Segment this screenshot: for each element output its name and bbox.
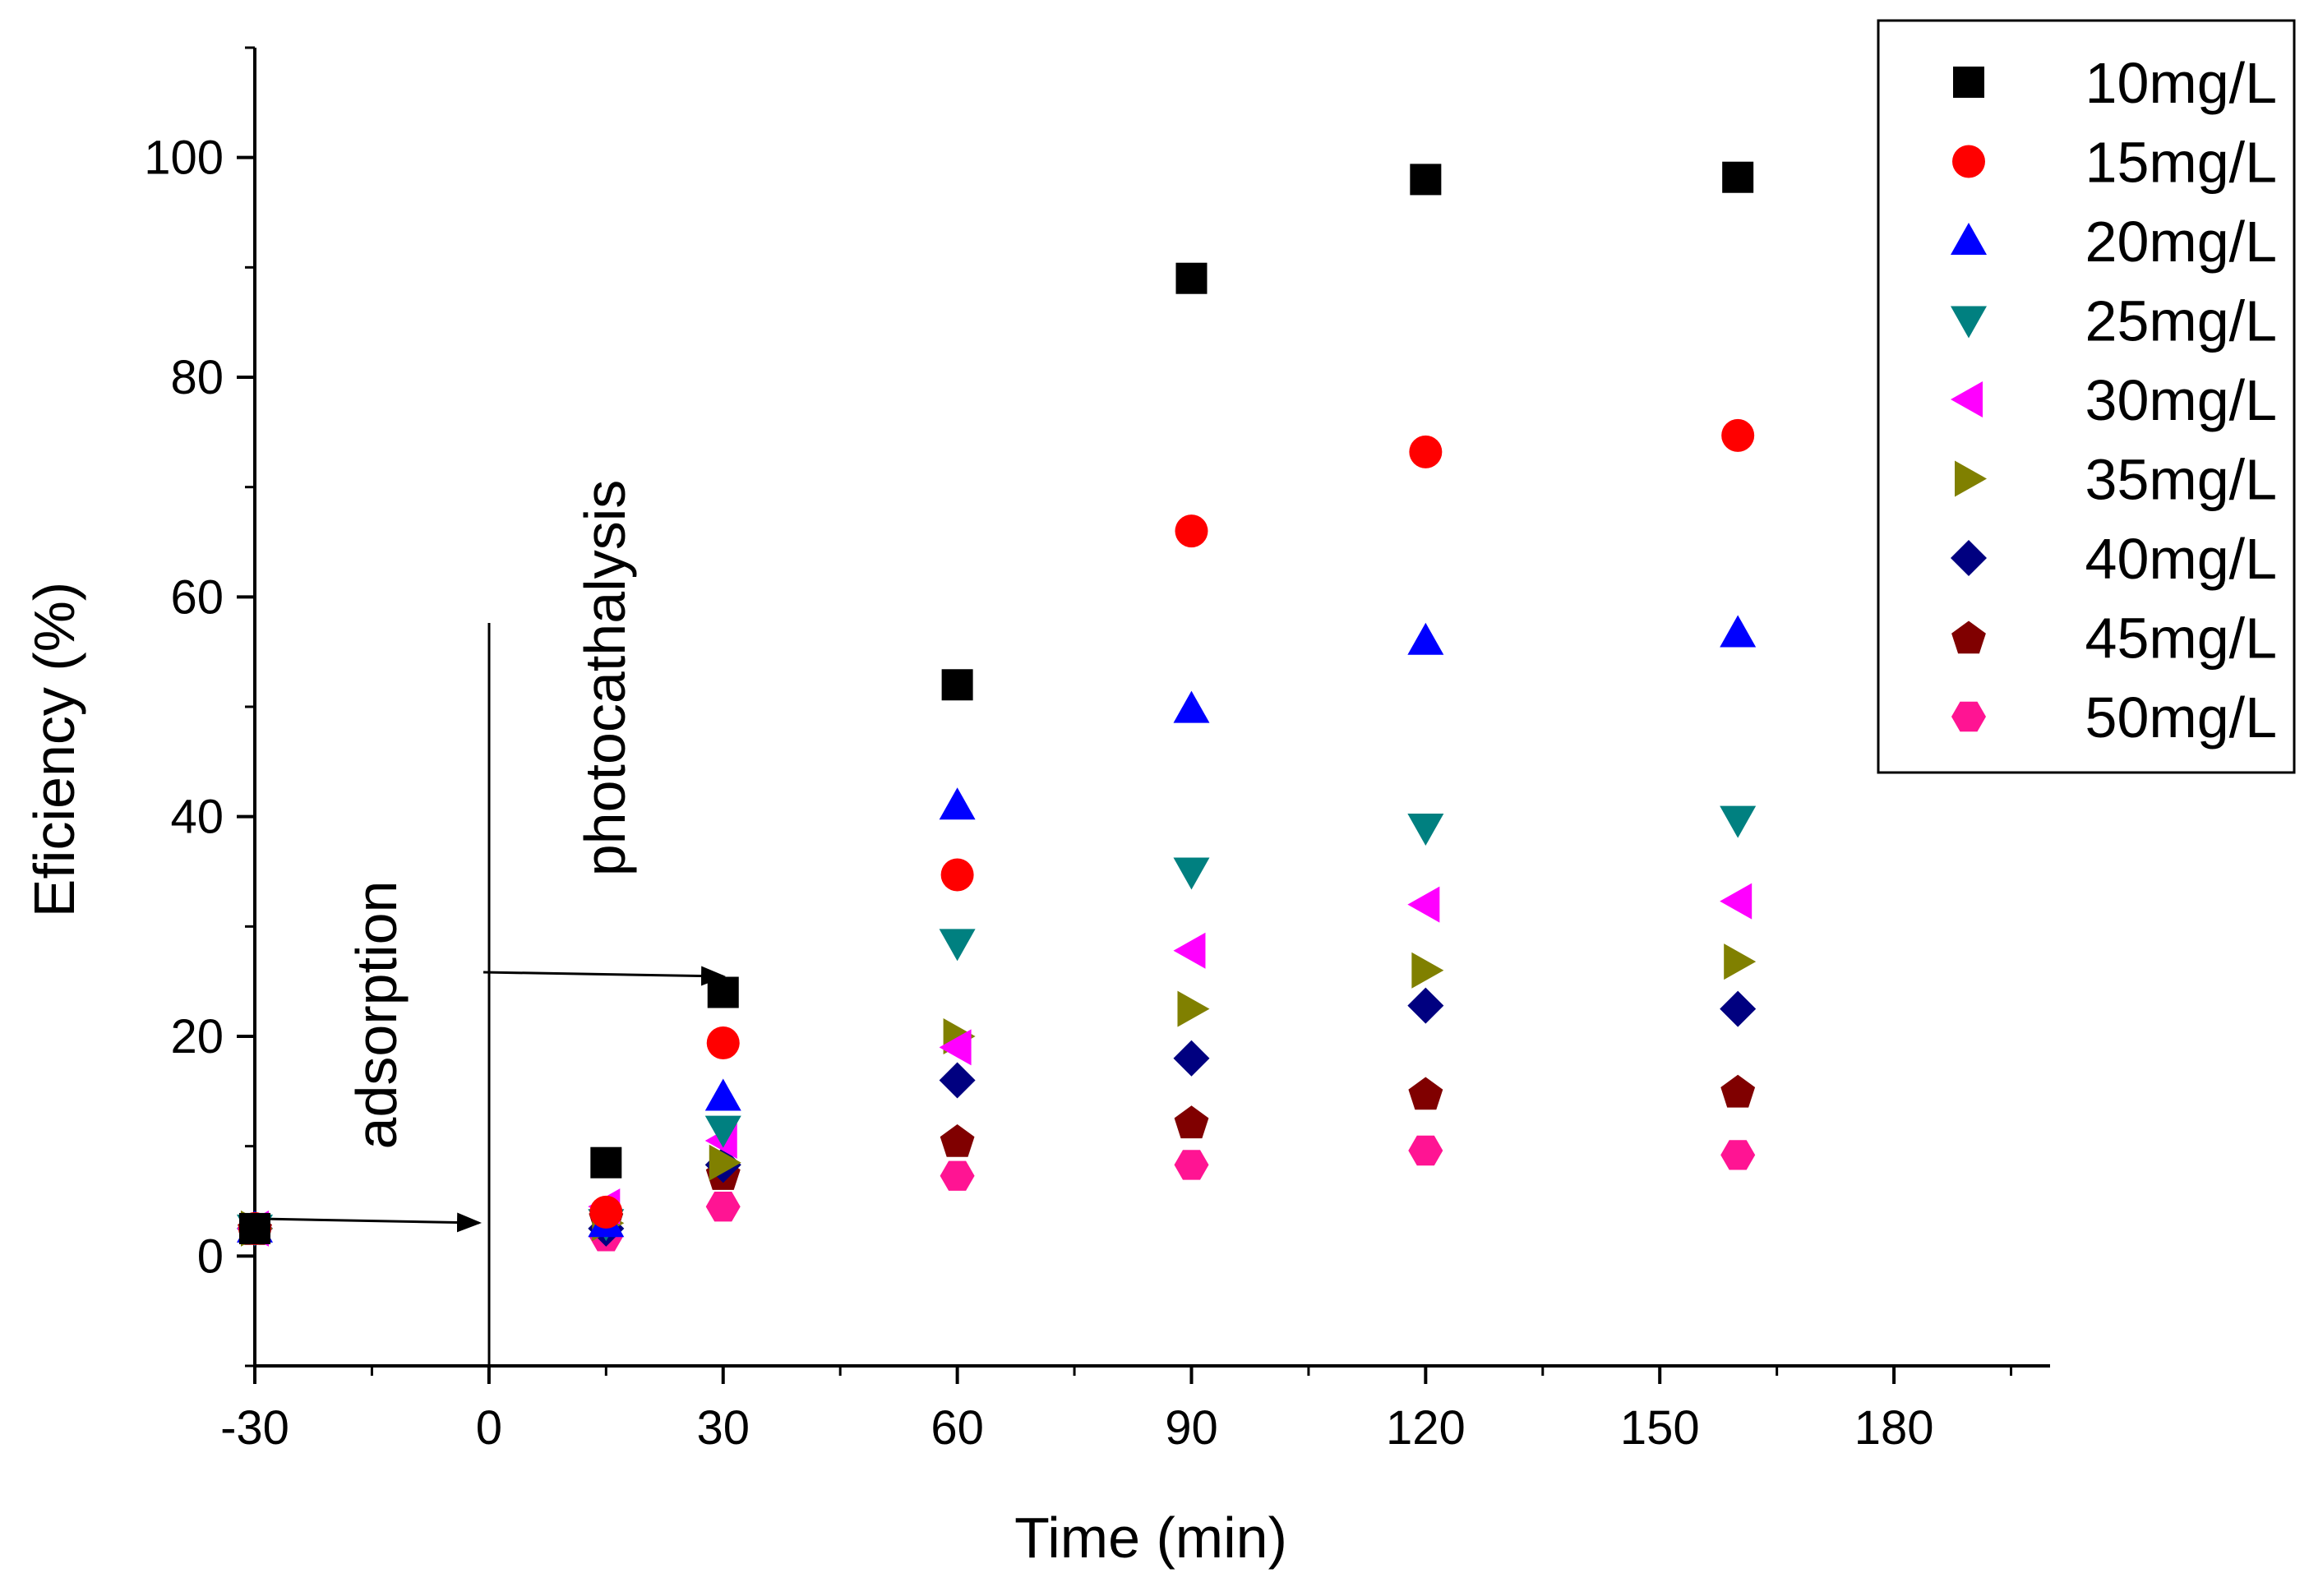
series-30mg/L [237, 883, 1753, 1247]
series-50mg/L [238, 1135, 1756, 1252]
legend-label: 25mg/L [2085, 289, 2277, 353]
x-tick-label: 90 [1165, 1401, 1218, 1455]
data-point [1720, 805, 1757, 838]
data-point [1175, 262, 1208, 294]
data-point [707, 976, 739, 1008]
data-point [590, 1146, 622, 1179]
legend-marker [1951, 540, 1987, 576]
legend-label: 45mg/L [2085, 607, 2277, 671]
y-axis-title: Eficiency (%) [22, 582, 86, 917]
data-point [705, 1192, 741, 1222]
photocatalysis-arrow [483, 966, 726, 986]
data-point [1724, 943, 1757, 980]
data-point [1173, 1040, 1210, 1077]
data-point [1173, 857, 1210, 890]
y-tick-label: 80 [170, 351, 224, 404]
series-40mg/L [237, 987, 1757, 1247]
data-point [709, 1144, 741, 1181]
data-point [1721, 418, 1755, 452]
y-tick-label: 20 [170, 1010, 224, 1063]
x-axis-ticks: -30 0 30 60 90 120 150 180 [220, 1366, 2013, 1455]
data-point [1722, 161, 1754, 193]
x-tick-label: -30 [220, 1401, 289, 1455]
x-tick-label: 150 [1620, 1401, 1700, 1455]
data-point [239, 1212, 270, 1244]
data-point [1407, 987, 1444, 1024]
data-point [1411, 952, 1444, 989]
y-axis-ticks: 0 20 40 60 80 100 [144, 46, 255, 1368]
data-point [1177, 990, 1210, 1027]
data-point [940, 1124, 975, 1157]
legend-label: 50mg/L [2085, 685, 2277, 750]
adsorption-label: adsorption [344, 881, 409, 1150]
data-point [939, 787, 976, 820]
data-point [706, 1026, 740, 1060]
adsorption-arrow [261, 1212, 482, 1233]
x-tick-label: 120 [1386, 1401, 1466, 1455]
x-tick-label: 30 [696, 1401, 750, 1455]
legend-marker [1951, 701, 1986, 732]
data-point [1408, 1135, 1443, 1166]
legend-box [1877, 19, 2296, 774]
series-35mg/L [241, 943, 1757, 1247]
data-point [1175, 514, 1208, 548]
legend-label: 20mg/L [2085, 210, 2277, 274]
legend-marker [1951, 381, 1983, 417]
legend-marker [1952, 145, 1985, 178]
data-point [940, 858, 974, 892]
legend-marker [1953, 67, 1984, 98]
data-point [704, 1078, 741, 1111]
data-point [1174, 1150, 1209, 1180]
data-point [1720, 615, 1757, 648]
data-point [1408, 1077, 1443, 1110]
legend-label: 30mg/L [2085, 368, 2277, 432]
data-point [1720, 990, 1757, 1027]
y-tick-label: 40 [170, 791, 224, 844]
x-tick-label: 0 [476, 1401, 502, 1455]
series-45mg/L [238, 1074, 1756, 1245]
data-point [1410, 164, 1442, 196]
legend-marker [1955, 460, 1987, 497]
data-point [1720, 883, 1753, 920]
data-point [940, 1160, 975, 1191]
data-point [1407, 622, 1444, 655]
data-point [1174, 1105, 1209, 1139]
data-point [1173, 690, 1210, 723]
y-tick-label: 0 [197, 1229, 224, 1283]
data-point [704, 1115, 741, 1148]
data-point [1407, 886, 1440, 923]
legend-label: 35mg/L [2085, 448, 2277, 512]
data-point [1720, 1074, 1756, 1108]
data-point [1407, 814, 1444, 846]
x-tick-label: 60 [931, 1401, 984, 1455]
data-point [1409, 435, 1443, 468]
data-point [941, 669, 973, 701]
legend-label: 15mg/L [2085, 131, 2277, 195]
legend-label: 40mg/L [2085, 527, 2277, 591]
x-axis-title: Time (min) [1014, 1506, 1287, 1570]
legend-marker [1951, 223, 1987, 255]
x-tick-label: 180 [1854, 1401, 1934, 1455]
series-10mg/L [239, 161, 1754, 1244]
series-20mg/L [237, 615, 1757, 1243]
photocatalysis-label: photocathalysis [573, 480, 637, 877]
legend-marker [1951, 620, 1986, 654]
y-tick-label: 100 [144, 131, 224, 185]
series-15mg/L [238, 418, 1755, 1245]
data-points [237, 161, 1757, 1252]
legend: 10mg/L 15mg/L 20mg/L 25mg/L 30mg/L 35mg/L 40mg… [1877, 19, 2296, 774]
data-point [1720, 1140, 1756, 1170]
y-tick-label: 60 [170, 570, 224, 624]
data-point [939, 1062, 976, 1099]
data-point [939, 929, 976, 962]
data-point [939, 1029, 972, 1066]
data-point [589, 1195, 623, 1229]
legend-label: 10mg/L [2085, 51, 2277, 115]
series-25mg/L [237, 805, 1757, 1247]
legend-marker [1951, 306, 1987, 339]
data-point [1173, 932, 1206, 969]
